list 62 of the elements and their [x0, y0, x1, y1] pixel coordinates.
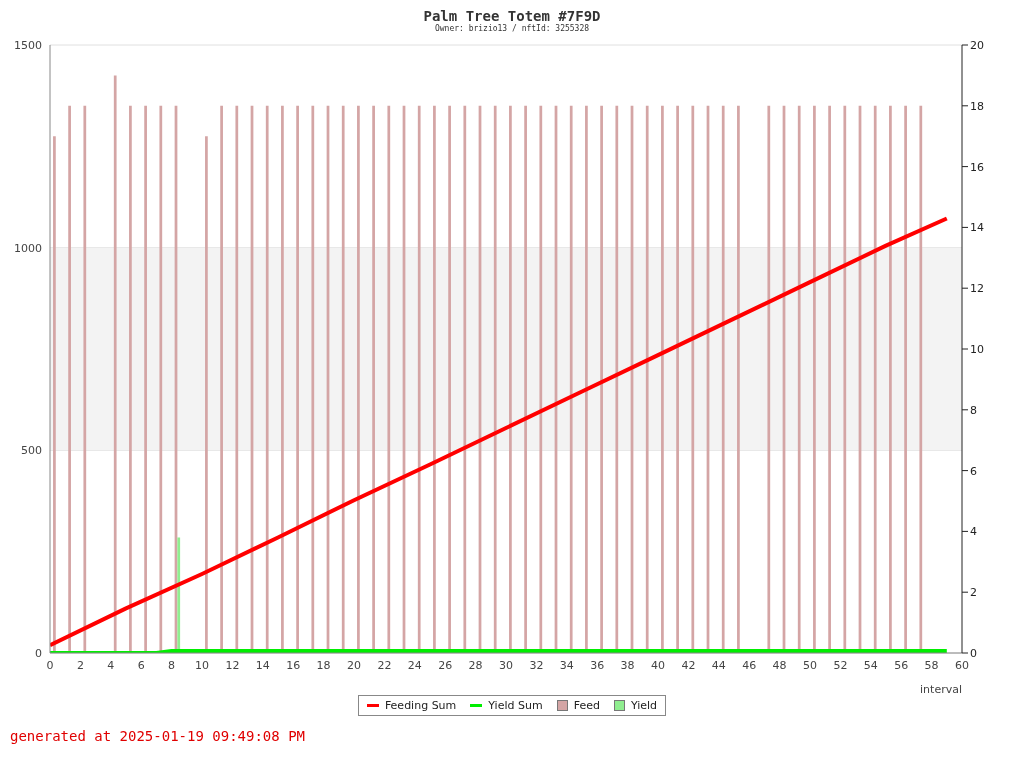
x-tick-label: 60	[955, 658, 969, 672]
x-tick-label: 50	[803, 658, 817, 672]
y-tick-label: 0	[35, 646, 42, 660]
x-tick-label: 2	[76, 658, 84, 672]
x-tick-label: 38	[620, 658, 635, 672]
bar	[144, 105, 147, 653]
x-tick-label: 52	[833, 658, 848, 672]
bar	[129, 105, 132, 653]
x-tick-label: 22	[377, 658, 392, 672]
x-tick-label: 10	[195, 658, 209, 672]
bar	[83, 105, 87, 653]
x-tick-label: 24	[407, 658, 422, 672]
x-tick-label: 0	[46, 658, 54, 672]
x-tick-label: 46	[742, 658, 757, 672]
bar	[68, 105, 71, 653]
x-tick-label: 30	[499, 658, 513, 672]
y2-tick-label: 18	[970, 99, 984, 113]
y2-tick-label: 10	[970, 342, 984, 356]
legend-label: Feeding Sum	[384, 699, 457, 712]
x-tick-label: 44	[711, 658, 726, 672]
x-tick-label: 54	[863, 658, 878, 672]
x-tick-label: 20	[347, 658, 361, 672]
text: generated at 2025-01-19 09:49:08 PM	[10, 728, 306, 744]
x-tick-label: 42	[681, 658, 696, 672]
y-tick-label: 500	[21, 444, 42, 458]
bar	[53, 136, 56, 653]
chart-subtitle: Owner: brizio13 / nftId: 3255328	[433, 24, 591, 33]
legend-label: Yield Sum	[488, 699, 543, 712]
y2-tick-label: 6	[970, 464, 977, 478]
y2-tick-label: 14	[970, 221, 984, 235]
y2-tick-label: 0	[970, 646, 977, 660]
x-tick-label: 32	[529, 658, 544, 672]
x-tick-label: 36	[590, 658, 605, 672]
y-tick-label: 1000	[14, 241, 42, 255]
x-tick-label: 12	[225, 658, 240, 672]
x-tick-label: 26	[438, 658, 453, 672]
line-series	[50, 216, 949, 648]
y2-tick-label: 4	[970, 525, 977, 539]
y2-tick-label: 2	[970, 586, 977, 600]
chart-title: Palm Tree Totem #7F9D	[422, 8, 602, 24]
x-tick-label: 28	[468, 658, 483, 672]
y-tick-label: 1500	[14, 38, 42, 52]
x-tick-label: 6	[137, 658, 145, 672]
bar	[113, 75, 117, 653]
x-tick-label: 18	[316, 658, 331, 672]
y2-tick-label: 8	[970, 403, 977, 417]
legend-label: Yield	[630, 699, 658, 712]
legend-label: Feed	[573, 699, 600, 712]
x-tick-label: 34	[559, 658, 574, 672]
x-axis-title: interval	[920, 683, 962, 696]
x-tick-label: 58	[924, 658, 939, 672]
x-tick-label: 16	[286, 658, 301, 672]
y2-tick-label: 20	[970, 38, 984, 52]
x-tick-label: 40	[651, 658, 665, 672]
x-tick-label: 8	[168, 658, 176, 672]
x-tick-label: 48	[772, 658, 787, 672]
y2-tick-label: 12	[970, 282, 984, 296]
x-tick-label: 14	[255, 658, 270, 672]
bar	[159, 105, 163, 653]
x-tick-label: 56	[894, 658, 909, 672]
y2-tick-label: 16	[970, 160, 984, 174]
x-tick-label: 4	[107, 658, 115, 672]
